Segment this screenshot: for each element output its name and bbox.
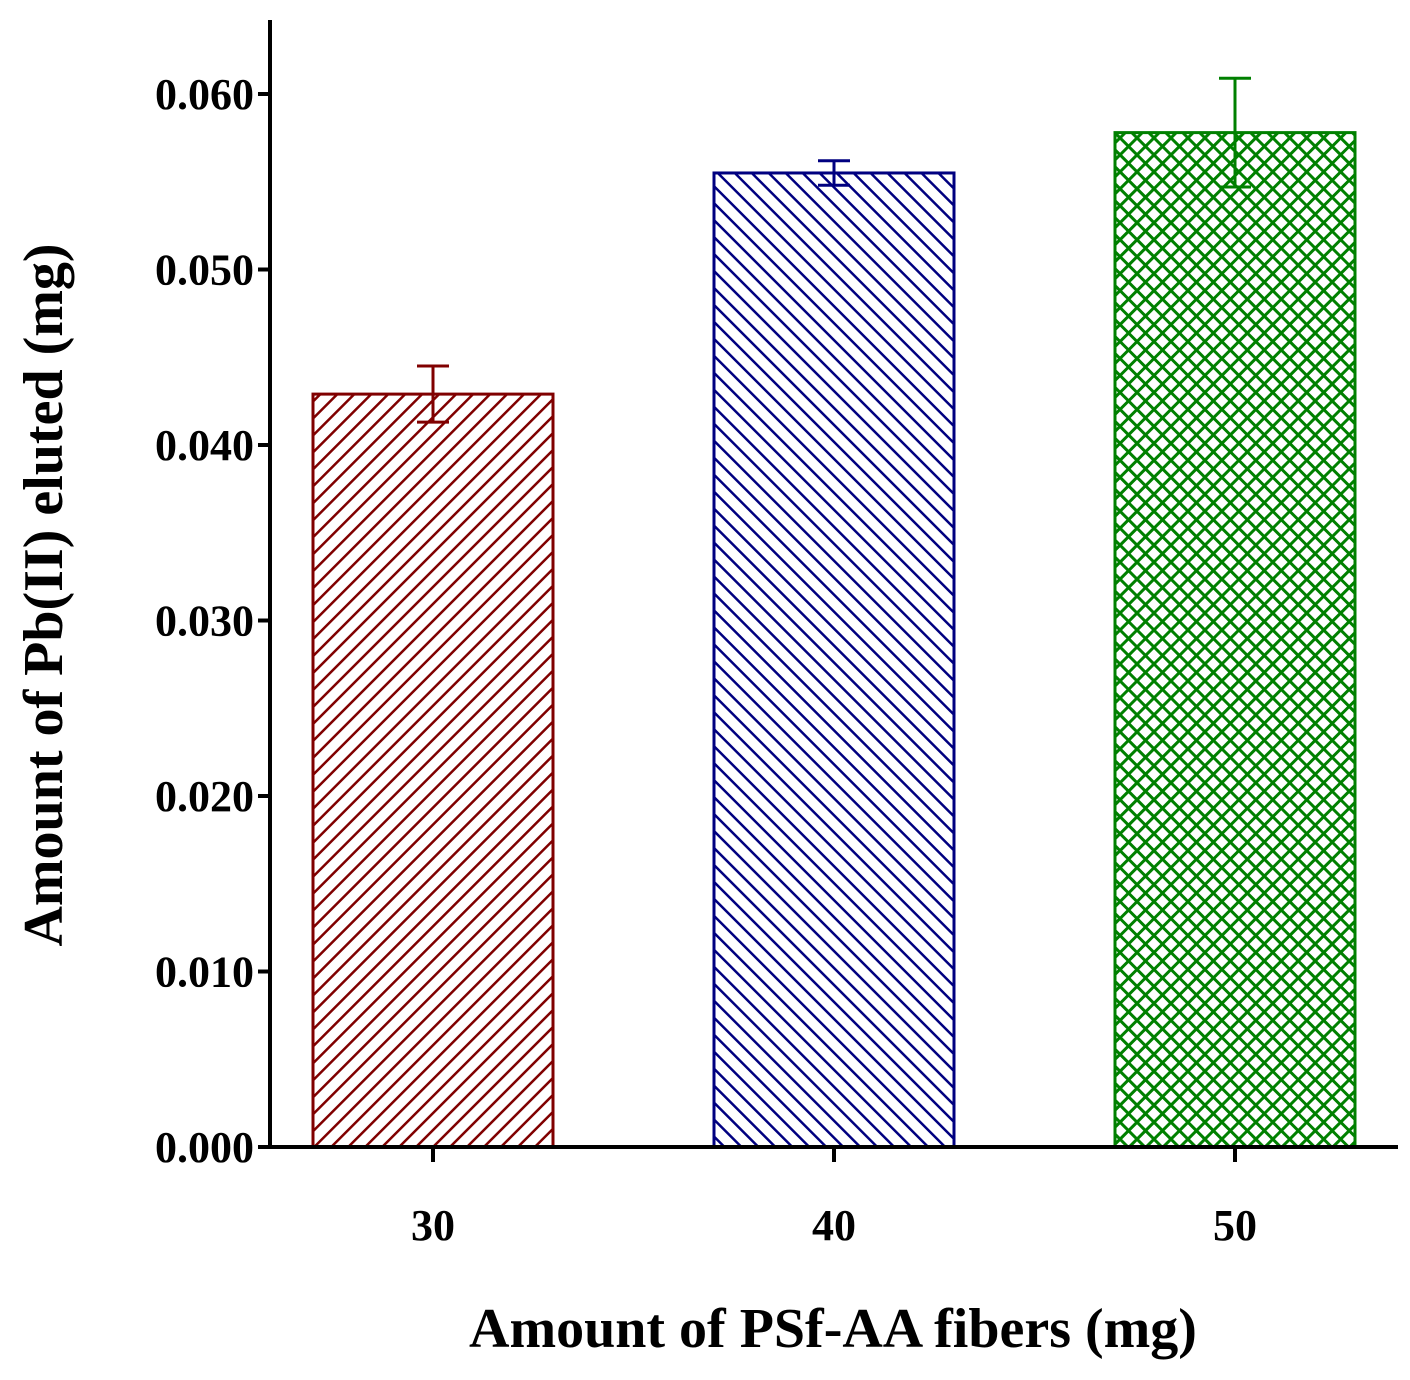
x-tick-label: 50 — [1213, 1201, 1257, 1250]
error-bar-50 — [1219, 76, 1251, 189]
y-tick-label: 0.000 — [155, 1123, 254, 1172]
error-bar-30 — [417, 364, 449, 424]
y-tick-label: 0.010 — [155, 948, 254, 997]
x-tick-label: 30 — [411, 1201, 455, 1250]
y-ticks-group: 0.000 0.010 0.020 0.030 0.040 0.050 0.060 — [155, 70, 270, 1172]
x-ticks-group: 30 40 50 — [411, 1147, 1257, 1250]
y-tick-label: 0.030 — [155, 597, 254, 646]
y-tick-label: 0.050 — [155, 246, 254, 295]
bar-50 — [1113, 131, 1357, 1149]
y-tick-label: 0.060 — [155, 70, 254, 119]
y-axis-title: Amount of Pb(II) eluted (mg) — [13, 243, 75, 946]
error-bars-group — [417, 76, 1251, 424]
x-axis-title: Amount of PSf-AA fibers (mg) — [469, 1298, 1197, 1360]
bar-40 — [712, 171, 956, 1149]
bar-30 — [311, 392, 555, 1149]
y-tick-label: 0.040 — [155, 421, 254, 470]
bars-group — [311, 131, 1357, 1149]
y-tick-label: 0.020 — [155, 772, 254, 821]
x-tick-label: 40 — [812, 1201, 856, 1250]
error-bar-40 — [818, 159, 850, 187]
